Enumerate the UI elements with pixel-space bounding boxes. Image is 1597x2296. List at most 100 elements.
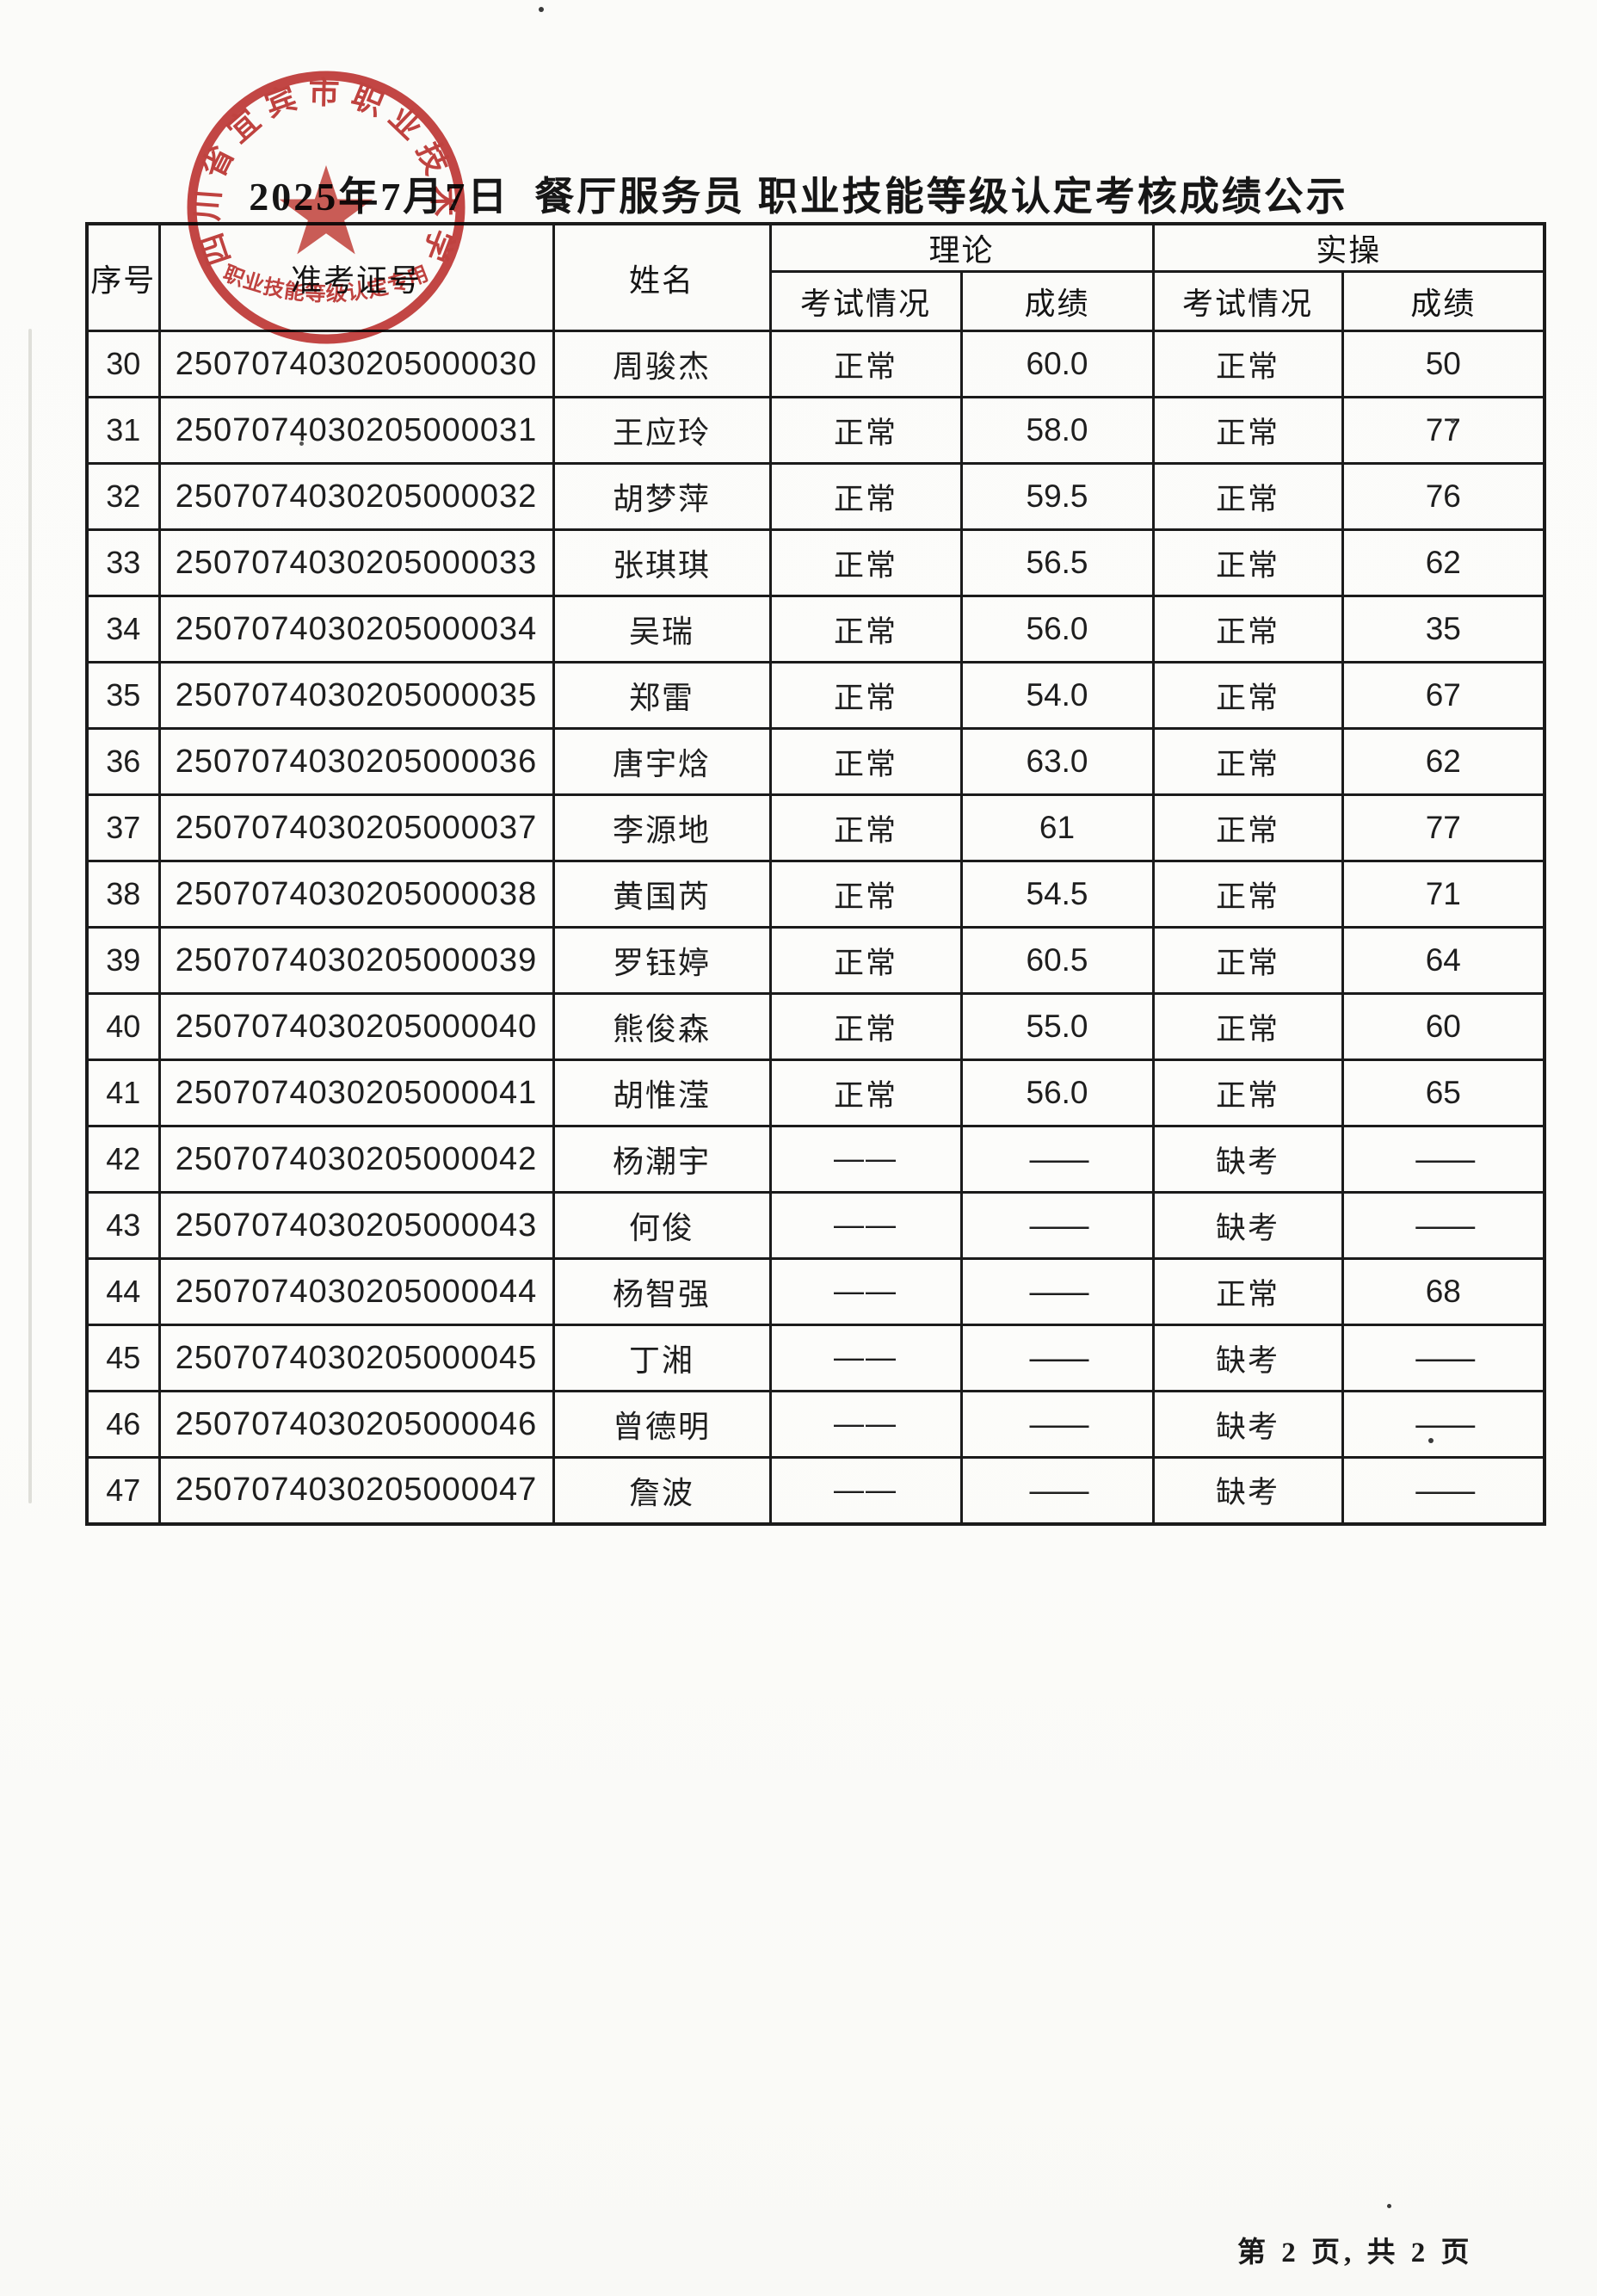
row-index: 37 xyxy=(85,793,161,862)
candidate-name: 杨潮宇 xyxy=(552,1125,772,1194)
practical-score: —— xyxy=(1341,1324,1546,1392)
practical-score: 67 xyxy=(1341,661,1546,730)
theory-exam-status: 正常 xyxy=(768,528,963,597)
theory-score: —— xyxy=(959,1191,1155,1260)
theory-exam-status: 正常 xyxy=(768,793,963,862)
ticket-number: 2507074030205000035 xyxy=(157,661,555,730)
practical-score: 35 xyxy=(1341,595,1546,663)
ticket-number: 2507074030205000037 xyxy=(157,793,555,862)
theory-score: 56.0 xyxy=(959,1059,1155,1127)
scan-speck xyxy=(299,441,304,446)
ticket-number: 2507074030205000044 xyxy=(157,1257,555,1326)
theory-score: 60.5 xyxy=(959,926,1155,995)
practical-exam-status: 正常 xyxy=(1151,330,1344,398)
table-row: 30 2507074030205000030 周骏杰 正常 60.0 正常 50 xyxy=(85,330,1546,398)
scan-speck xyxy=(1428,1438,1434,1443)
candidate-name: 周骏杰 xyxy=(552,330,772,398)
theory-exam-status: —— xyxy=(768,1456,963,1525)
ticket-number: 2507074030205000030 xyxy=(157,330,555,398)
practical-score: 65 xyxy=(1341,1059,1546,1127)
practical-score: 62 xyxy=(1341,727,1546,796)
practical-exam-status: 正常 xyxy=(1151,595,1344,663)
table-row: 43 2507074030205000043 何俊 —— —— 缺考 —— xyxy=(85,1191,1546,1260)
theory-score: 54.5 xyxy=(959,860,1155,929)
row-index: 34 xyxy=(85,595,161,663)
practical-score: —— xyxy=(1341,1125,1546,1194)
row-index: 39 xyxy=(85,926,161,995)
practical-exam-status: 正常 xyxy=(1151,1059,1344,1127)
col-header-theory-score: 成绩 xyxy=(959,270,1155,332)
theory-score: 55.0 xyxy=(959,992,1155,1061)
ticket-number: 2507074030205000031 xyxy=(157,396,555,465)
table-row: 34 2507074030205000034 吴瑞 正常 56.0 正常 35 xyxy=(85,595,1546,663)
practical-score: 77 xyxy=(1341,793,1546,862)
theory-exam-status: 正常 xyxy=(768,1059,963,1127)
practical-exam-status: 缺考 xyxy=(1151,1191,1344,1260)
row-index: 42 xyxy=(85,1125,161,1194)
ticket-number: 2507074030205000046 xyxy=(157,1390,555,1459)
ticket-number: 2507074030205000036 xyxy=(157,727,555,796)
row-index: 41 xyxy=(85,1059,161,1127)
theory-score: —— xyxy=(959,1257,1155,1326)
col-header-practical-status: 考试情况 xyxy=(1151,270,1344,332)
theory-exam-status: 正常 xyxy=(768,860,963,929)
theory-score: 59.5 xyxy=(959,462,1155,531)
theory-exam-status: —— xyxy=(768,1125,963,1194)
row-index: 44 xyxy=(85,1257,161,1326)
theory-exam-status: 正常 xyxy=(768,330,963,398)
ticket-number: 2507074030205000047 xyxy=(157,1456,555,1525)
row-index: 43 xyxy=(85,1191,161,1260)
practical-score: 50 xyxy=(1341,330,1546,398)
practical-score: —— xyxy=(1341,1191,1546,1260)
practical-exam-status: 正常 xyxy=(1151,396,1344,465)
table-row: 45 2507074030205000045 丁湘 —— —— 缺考 —— xyxy=(85,1324,1546,1392)
practical-exam-status: 缺考 xyxy=(1151,1125,1344,1194)
theory-score: 56.5 xyxy=(959,528,1155,597)
table-row: 36 2507074030205000036 唐宇焓 正常 63.0 正常 62 xyxy=(85,727,1546,796)
candidate-name: 熊俊森 xyxy=(552,992,772,1061)
ticket-number: 2507074030205000032 xyxy=(157,462,555,531)
row-index: 30 xyxy=(85,330,161,398)
page-footer: 第 2 页, 共 2 页 xyxy=(1237,2237,1474,2268)
theory-exam-status: 正常 xyxy=(768,661,963,730)
col-header-index: 序号 xyxy=(85,222,161,332)
practical-score: 76 xyxy=(1341,462,1546,531)
row-index: 32 xyxy=(85,462,161,531)
candidate-name: 王应玲 xyxy=(552,396,772,465)
row-index: 46 xyxy=(85,1390,161,1459)
candidate-name: 唐宇焓 xyxy=(552,727,772,796)
theory-exam-status: —— xyxy=(768,1257,963,1326)
practical-score: 77 xyxy=(1341,396,1546,465)
table-row: 47 2507074030205000047 詹波 —— —— 缺考 —— xyxy=(85,1456,1546,1525)
row-index: 47 xyxy=(85,1456,161,1525)
theory-score: 63.0 xyxy=(959,727,1155,796)
practical-score: 62 xyxy=(1341,528,1546,597)
theory-exam-status: 正常 xyxy=(768,926,963,995)
table-row: 42 2507074030205000042 杨潮宇 —— —— 缺考 —— xyxy=(85,1125,1546,1194)
table-row: 46 2507074030205000046 曾德明 —— —— 缺考 —— xyxy=(85,1390,1546,1459)
theory-exam-status: 正常 xyxy=(768,727,963,796)
table-body: 30 2507074030205000030 周骏杰 正常 60.0 正常 50… xyxy=(85,330,1546,1525)
candidate-name: 罗钰婷 xyxy=(552,926,772,995)
scan-speck xyxy=(539,7,544,12)
candidate-name: 李源地 xyxy=(552,793,772,862)
theory-exam-status: 正常 xyxy=(768,462,963,531)
col-header-practical-score: 成绩 xyxy=(1341,270,1546,332)
practical-score: —— xyxy=(1341,1390,1546,1459)
theory-score: —— xyxy=(959,1324,1155,1392)
col-header-ticket: 准考证号 xyxy=(157,222,555,332)
candidate-name: 张琪琪 xyxy=(552,528,772,597)
table-row: 31 2507074030205000031 王应玲 正常 58.0 正常 77 xyxy=(85,396,1546,465)
theory-exam-status: 正常 xyxy=(768,595,963,663)
theory-score: 56.0 xyxy=(959,595,1155,663)
practical-exam-status: 正常 xyxy=(1151,1257,1344,1326)
table-row: 40 2507074030205000040 熊俊森 正常 55.0 正常 60 xyxy=(85,992,1546,1061)
candidate-name: 胡惟滢 xyxy=(552,1059,772,1127)
practical-exam-status: 正常 xyxy=(1151,462,1344,531)
col-header-theory-status: 考试情况 xyxy=(768,270,963,332)
row-index: 33 xyxy=(85,528,161,597)
table-row: 39 2507074030205000039 罗钰婷 正常 60.5 正常 64 xyxy=(85,926,1546,995)
practical-exam-status: 正常 xyxy=(1151,528,1344,597)
candidate-name: 杨智强 xyxy=(552,1257,772,1326)
